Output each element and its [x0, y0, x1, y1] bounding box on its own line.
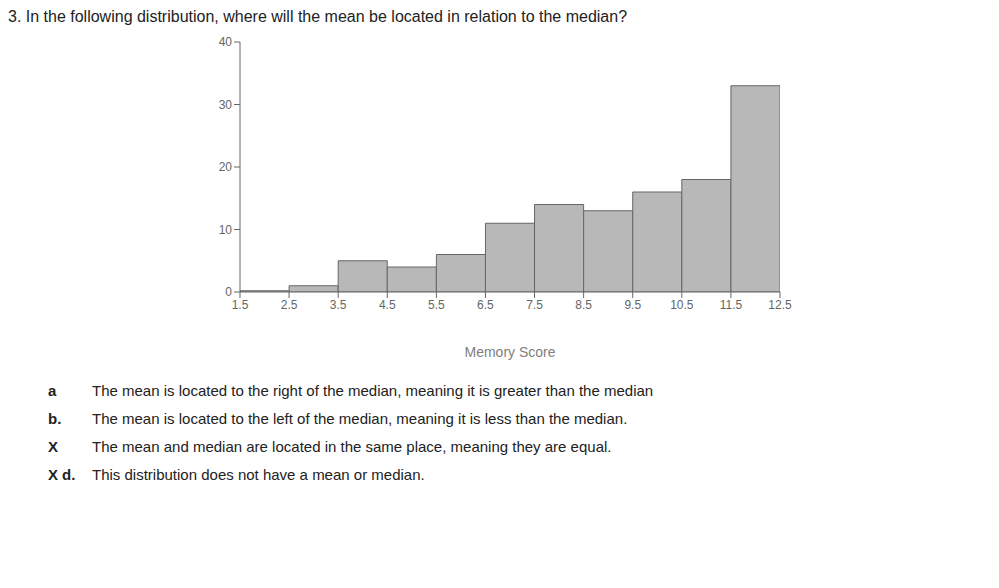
svg-text:40: 40 — [218, 35, 232, 49]
html-text:X d.: X d. — [48, 465, 76, 483]
html-text:3. In the following distributi: 3. In the following distribution, where … — [8, 8, 627, 25]
html-text:a: a — [48, 381, 57, 399]
html-text:This distribution does not hav: This distribution does not have a mean o… — [92, 465, 425, 483]
svg-text:2.5: 2.5 — [280, 298, 297, 312]
svg-text:10.5: 10.5 — [670, 298, 694, 312]
svg-text:20: 20 — [218, 160, 232, 174]
svg-text:8.5: 8.5 — [575, 298, 592, 312]
svg-text:5.5: 5.5 — [428, 298, 445, 312]
svg-text:4.5: 4.5 — [378, 298, 395, 312]
html-text:b.: b. — [48, 409, 62, 427]
svg-text:6.5: 6.5 — [477, 298, 494, 312]
html-text:The mean is located to the rig: The mean is located to the right of the … — [92, 381, 654, 399]
svg-text:9.5: 9.5 — [624, 298, 641, 312]
html-text:X: X — [48, 437, 58, 455]
html-text:The mean is located to the lef: The mean is located to the left of the m… — [92, 409, 628, 427]
svg-text:Memory Score: Memory Score — [464, 344, 555, 360]
svg-text:10: 10 — [218, 223, 232, 237]
svg-text:30: 30 — [218, 98, 232, 112]
svg-text:11.5: 11.5 — [719, 298, 742, 312]
svg-text:12.5: 12.5 — [768, 298, 792, 312]
svg-text:1.5: 1.5 — [231, 298, 248, 312]
svg-text:0: 0 — [225, 285, 232, 299]
svg-text:7.5: 7.5 — [526, 298, 543, 312]
html-text:The mean and median are locate: The mean and median are located in the s… — [92, 437, 612, 455]
svg-text:3.5: 3.5 — [329, 298, 346, 312]
